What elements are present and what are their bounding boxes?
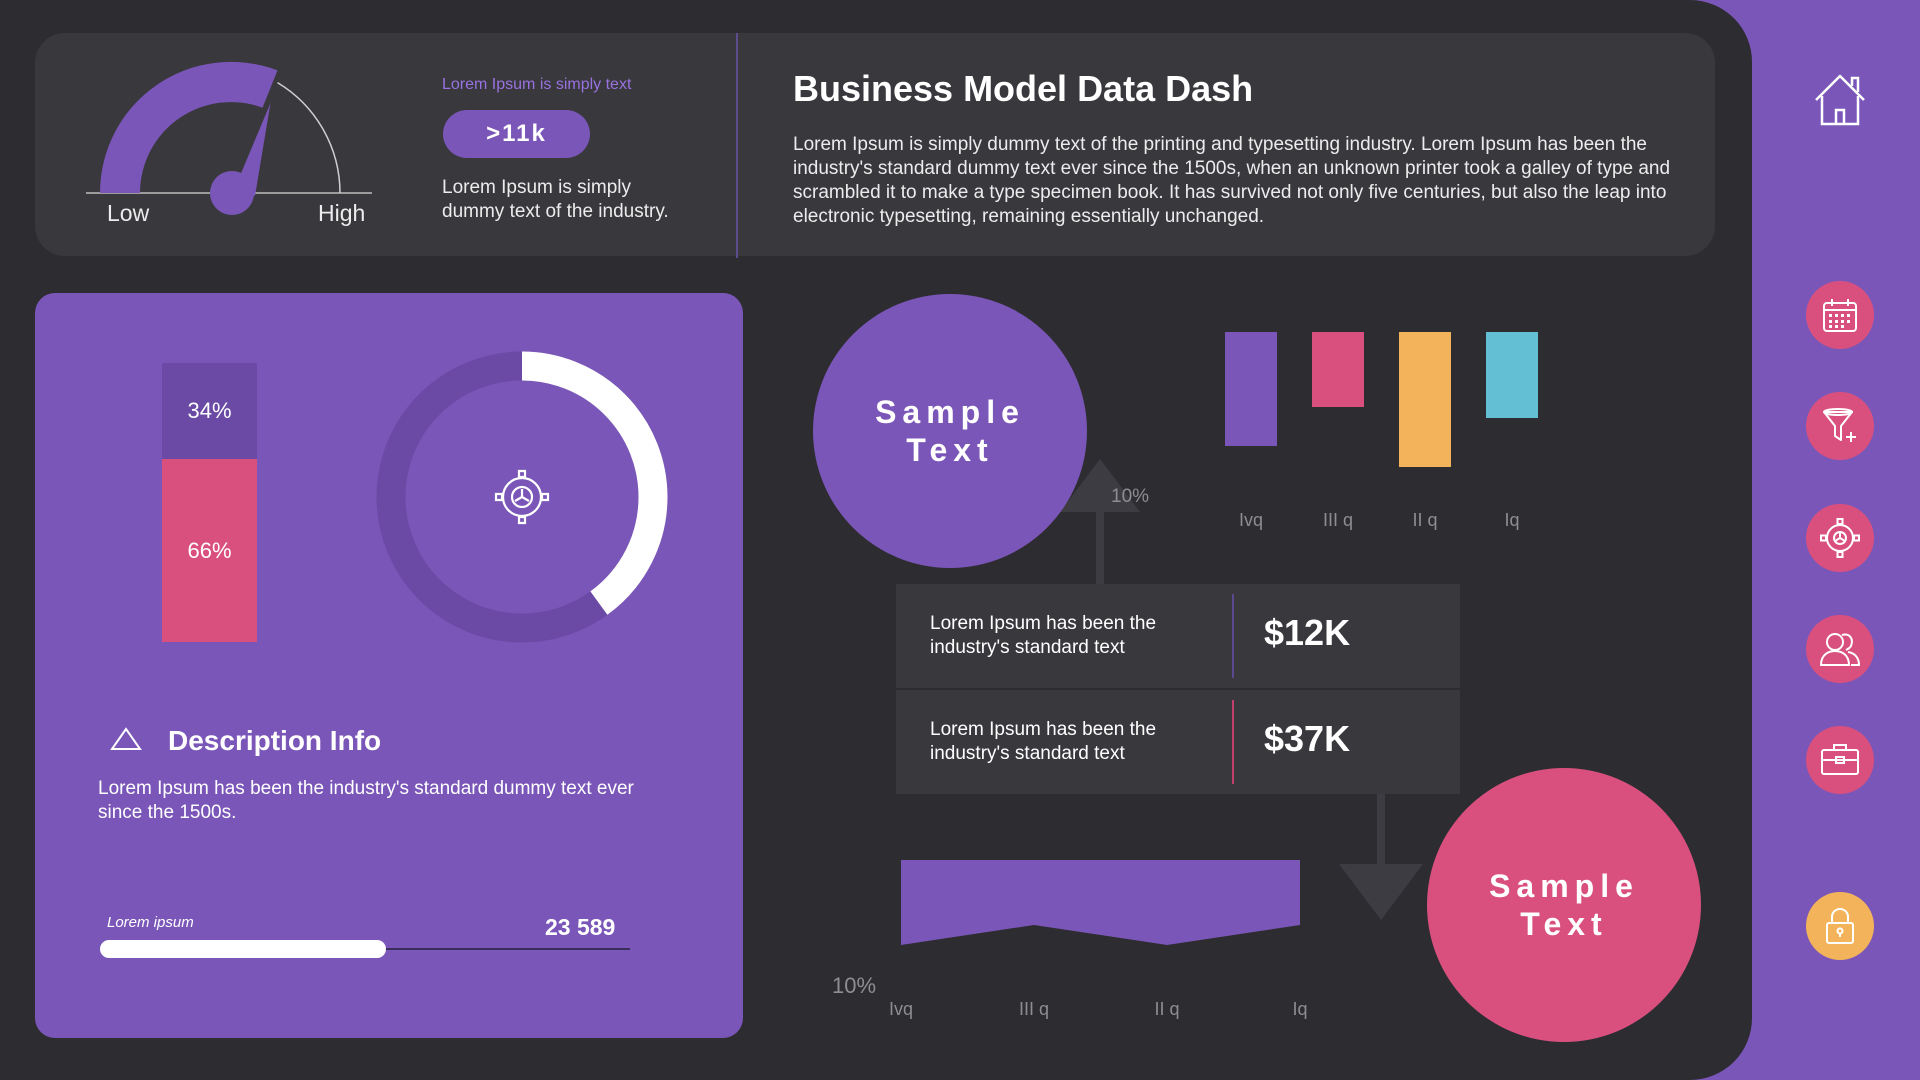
bar-tick-label: Iq: [1504, 510, 1519, 530]
flow-connectors: [1060, 459, 1423, 920]
kpi-caption: Lorem Ipsum is simply text: [442, 76, 632, 93]
table-row-value: $12K: [1264, 612, 1351, 653]
bar-1: [1312, 332, 1364, 407]
up-arrow-stem: [1096, 510, 1104, 585]
kpi-value-pill: >11k: [443, 110, 590, 158]
page-description: Lorem Ipsum is simply dummy text of the …: [793, 134, 1671, 227]
briefcase-button[interactable]: [1806, 726, 1874, 794]
dashboard-panel: Low High Lorem Ipsum is simply text >11k…: [0, 0, 1752, 1080]
gauge-low-label: Low: [107, 200, 150, 226]
home-icon[interactable]: [1810, 70, 1870, 130]
value-table: Lorem Ipsum has been the industry's stan…: [896, 584, 1460, 794]
bar-tick-label: III q: [1323, 510, 1353, 530]
briefcase-icon: [1821, 744, 1859, 775]
gauge-high-label: High: [318, 200, 366, 226]
stacked-bar-bottom-label: 66%: [187, 537, 232, 563]
sample-circle-purple: Sample Text: [813, 294, 1087, 568]
table-row-text: Lorem Ipsum has been the industry's stan…: [930, 613, 1157, 658]
gauge-pivot: [210, 171, 254, 215]
gauge-widget: [86, 61, 372, 215]
bar-3: [1486, 332, 1538, 418]
area-tick-label: Iq: [1292, 999, 1307, 1019]
table-row-divider: [1232, 594, 1234, 678]
table-row: Lorem Ipsum has been the industry's stan…: [896, 690, 1460, 794]
stacked-bar-top-label: 34%: [187, 398, 232, 423]
down-arrow-head: [1339, 864, 1423, 920]
lock-button[interactable]: [1806, 892, 1874, 960]
quarter-bar-chart: Ivq III q II q Iq: [1225, 332, 1538, 530]
triangle-outline-icon: [110, 727, 142, 750]
funnel-add-icon: [1823, 408, 1856, 442]
description-text: Lorem Ipsum has been the industry's stan…: [98, 778, 634, 823]
bar-0: [1225, 332, 1277, 446]
down-arrow-stem: [1377, 794, 1385, 874]
users-button[interactable]: [1806, 615, 1874, 683]
header-divider: [736, 33, 738, 258]
gauge-needle: [234, 103, 271, 196]
bar-2: [1399, 332, 1451, 467]
sample-circle-pink: Sample Text: [1427, 768, 1701, 1042]
donut-chart: [376, 351, 668, 643]
stacked-bar-bottom: 66%: [162, 459, 257, 642]
progress-fill: [100, 940, 386, 958]
header-card: [35, 33, 1715, 256]
gauge-filled-arc: [99, 61, 278, 193]
gauge-outline-arc: [277, 81, 341, 194]
table-row: Lorem Ipsum has been the industry's stan…: [896, 584, 1460, 688]
bar-tick-label: II q: [1412, 510, 1437, 530]
settings-button[interactable]: [1806, 504, 1874, 572]
calendar-icon: [1823, 299, 1857, 332]
donut-arc: [376, 351, 668, 643]
up-arrow-head: [1060, 459, 1140, 512]
progress-value: 23 589: [545, 914, 616, 940]
lock-icon: [1826, 907, 1854, 944]
bar-tick-label: Ivq: [1239, 510, 1263, 530]
table-row-text: Lorem Ipsum has been the industry's stan…: [930, 719, 1157, 764]
stacked-bar-top: 34%: [162, 363, 257, 459]
gear-icon: [1820, 518, 1860, 558]
calendar-button[interactable]: [1806, 281, 1874, 349]
table-row-separator: [896, 688, 1460, 690]
percent-label-top: 10%: [1111, 486, 1150, 507]
table-row-value: $37K: [1264, 718, 1351, 759]
area-tick-label: Ivq: [889, 999, 913, 1019]
percent-label-bottom: 10%: [832, 973, 877, 998]
filter-add-button[interactable]: [1806, 392, 1874, 460]
table-row-divider: [1232, 700, 1234, 784]
users-icon: [1819, 633, 1861, 666]
area-series: [901, 860, 1300, 945]
kpi-description: Lorem Ipsum is simply dummy text of the …: [442, 177, 669, 222]
page-title: Business Model Data Dash: [793, 68, 1254, 109]
quarter-area-chart: Ivq III q II q Iq: [889, 860, 1308, 1019]
area-tick-label: II q: [1154, 999, 1179, 1019]
progress-label: Lorem ipsum: [107, 914, 194, 931]
area-tick-label: III q: [1019, 999, 1049, 1019]
description-title: Description Info: [168, 725, 382, 756]
gear-icon: [494, 469, 550, 525]
